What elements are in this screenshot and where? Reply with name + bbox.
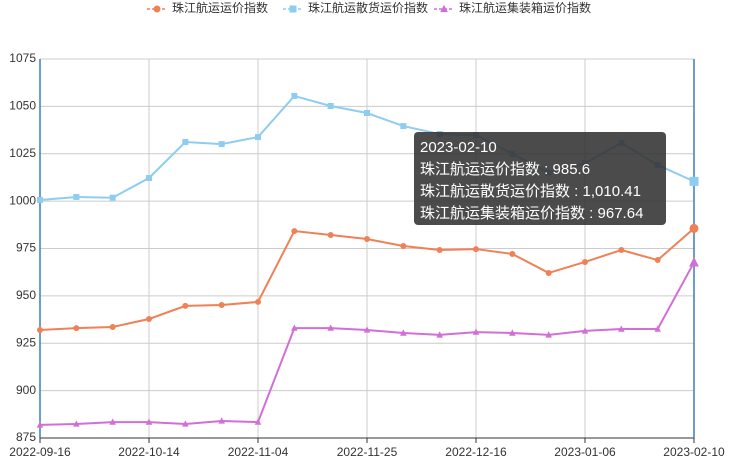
point — [218, 301, 225, 308]
y-tick-label: 1025 — [9, 146, 36, 160]
point — [109, 194, 116, 201]
point — [689, 176, 699, 186]
point — [545, 331, 552, 338]
tooltip-text: 珠江航运运价指数 — [420, 161, 540, 178]
point — [364, 110, 370, 117]
point — [400, 329, 407, 336]
point — [291, 92, 298, 99]
point — [618, 247, 625, 254]
x-tick-label: 2022-09-16 — [9, 445, 71, 459]
tooltip-row: 珠江航运集装箱运价指数 : 967.64 — [420, 205, 643, 222]
point — [327, 232, 334, 239]
point — [145, 418, 153, 425]
point — [364, 236, 370, 243]
point — [363, 326, 371, 333]
point — [582, 258, 588, 265]
point — [327, 102, 334, 109]
point — [436, 247, 443, 254]
x-tick-label: 2022-12-16 — [445, 445, 507, 459]
point — [73, 325, 80, 332]
point — [689, 257, 699, 267]
point — [254, 418, 262, 425]
legend-label: 珠江航运运价指数 — [172, 0, 268, 15]
legend-marker — [440, 4, 448, 13]
tooltip-title: 2023-02-10 — [420, 139, 497, 156]
y-tick-label: 950 — [16, 288, 36, 302]
y-tick-label: 900 — [16, 383, 36, 397]
tooltip-text: 967.64 — [598, 205, 644, 222]
point — [545, 269, 552, 276]
point — [400, 123, 407, 130]
point — [472, 328, 480, 335]
point — [109, 418, 116, 425]
tooltip-bg — [414, 132, 666, 225]
point — [618, 325, 625, 332]
point — [689, 223, 699, 233]
y-tick-label: 975 — [16, 241, 36, 255]
legend-item: 珠江航运集装箱运价指数 — [434, 0, 591, 15]
tooltip-text: 珠江航运集装箱运价指数 — [420, 205, 585, 222]
tooltip-text: 1,010.41 — [583, 183, 641, 200]
point — [509, 329, 516, 336]
tooltip-text: 珠江航运散货运价指数 — [420, 183, 570, 200]
x-tick-label: 2023-02-10 — [663, 445, 725, 459]
x-tick-label: 2022-11-04 — [228, 445, 289, 459]
y-tick-label: 925 — [16, 335, 36, 349]
point — [255, 134, 261, 141]
tooltip-text: : — [540, 161, 553, 178]
point — [218, 141, 225, 148]
legend-marker — [153, 5, 161, 13]
point — [37, 196, 43, 203]
y-tick-label: 1075 — [9, 51, 36, 65]
tooltip: 2023-02-10 珠江航运运价指数 : 985.6 珠江航运散货运价指数 : 1… — [414, 132, 666, 225]
point — [509, 250, 516, 257]
point — [255, 298, 261, 305]
point — [581, 327, 589, 334]
point — [182, 302, 189, 309]
point — [36, 421, 44, 428]
tooltip-row: 珠江航运运价指数 : 985.6 — [420, 161, 590, 178]
y-tick-label: 1050 — [9, 99, 36, 113]
tooltip-text: : — [570, 183, 583, 200]
point — [109, 323, 116, 330]
point — [291, 228, 298, 235]
point — [291, 324, 298, 331]
legend-marker — [289, 5, 297, 13]
point — [473, 246, 479, 253]
y-tick-label: 875 — [16, 430, 36, 444]
point — [327, 324, 334, 331]
point — [182, 139, 189, 146]
point — [37, 326, 43, 333]
x-tick-label: 2023-01-06 — [554, 445, 616, 459]
legend-label: 珠江航运集装箱运价指数 — [459, 0, 591, 15]
point — [400, 243, 407, 250]
point — [436, 331, 443, 338]
point — [146, 175, 152, 182]
legend-item: 珠江航运运价指数 — [147, 0, 268, 15]
tooltip-row: 珠江航运散货运价指数 : 1,010.41 — [420, 183, 641, 200]
legend-item: 珠江航运散货运价指数 — [283, 0, 428, 15]
x-tick-label: 2022-10-14 — [118, 445, 180, 459]
x-tick-label: 2022-11-25 — [337, 445, 398, 459]
y-tick-label: 1000 — [9, 193, 36, 207]
point — [654, 325, 661, 332]
point — [218, 417, 225, 424]
tooltip-text: 985.6 — [553, 161, 591, 178]
point — [73, 193, 80, 200]
point — [73, 420, 80, 427]
point — [146, 315, 152, 322]
point — [654, 257, 661, 264]
tooltip-text: : — [585, 205, 598, 222]
legend-label: 珠江航运散货运价指数 — [308, 0, 428, 15]
point — [182, 420, 189, 427]
